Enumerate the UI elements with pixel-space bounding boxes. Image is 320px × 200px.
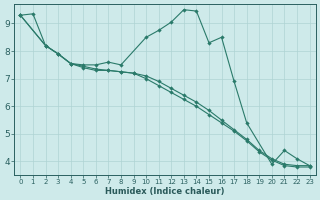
X-axis label: Humidex (Indice chaleur): Humidex (Indice chaleur): [105, 187, 225, 196]
